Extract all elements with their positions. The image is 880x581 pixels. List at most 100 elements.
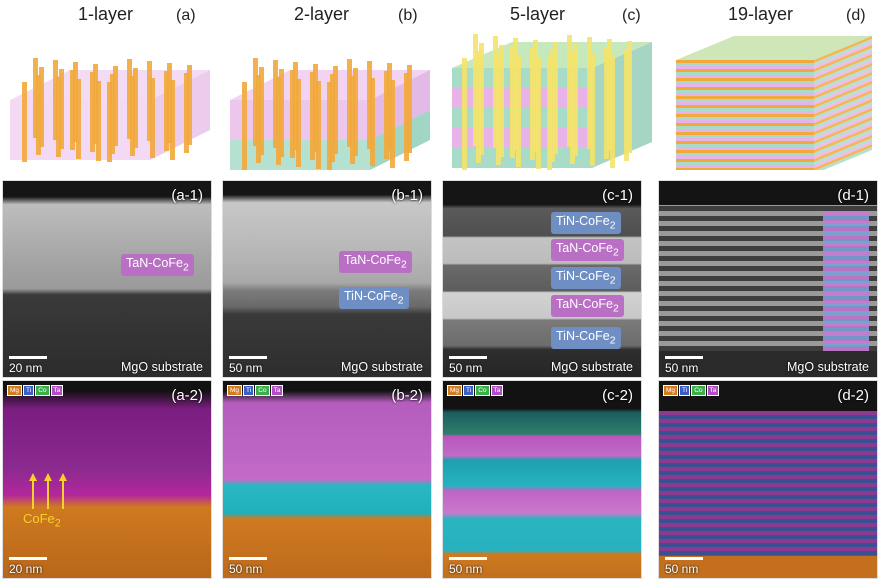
legend-mg: Mg (447, 385, 463, 396)
layer-stripe-side (814, 135, 872, 162)
diagram-1-layer (10, 58, 210, 162)
pillar (533, 40, 538, 152)
layer-stripe (676, 138, 814, 141)
pillar (499, 45, 504, 157)
layer-stripe (676, 144, 814, 147)
pillar (127, 59, 132, 139)
pillar (33, 58, 38, 138)
pillar (253, 58, 258, 146)
layer-stripe-side (814, 99, 872, 126)
layer-stripe (676, 108, 814, 111)
pillar (133, 68, 138, 148)
pillar (516, 55, 521, 167)
pillar (259, 67, 264, 155)
layer-stripe-side (814, 129, 872, 156)
tem-label-c1: (c-1) (602, 187, 633, 204)
layer-stripe-side (814, 108, 872, 135)
layer-stripe-side (814, 102, 872, 129)
tem-panel-b1: (b-1) TaN-CoFe2 TiN-CoFe2 50 nm MgO subs… (222, 180, 432, 378)
scale-text-c1: 50 nm (449, 361, 483, 375)
legend-ta: Ta (50, 385, 64, 396)
tag-b1-tin: TiN-CoFe2 (339, 287, 409, 309)
element-legend-a2: Mg Ti Co Ta (7, 385, 64, 396)
eds-label-b2: (b-2) (391, 387, 423, 404)
layer-stripe (676, 96, 814, 99)
tag-c1-4: TaN-CoFe2 (551, 295, 624, 317)
eds-multilayer-stripes (659, 411, 877, 556)
scale-bar (229, 557, 267, 560)
scale-bar (449, 356, 487, 359)
schematic-diagrams (10, 34, 872, 170)
pillar (567, 35, 572, 147)
layer-stripe (676, 105, 814, 108)
pillar (76, 79, 81, 159)
pillar (547, 58, 552, 170)
element-legend-b2: Mg Ti Co Ta (227, 385, 284, 396)
pillar (627, 41, 632, 153)
layer-stripe-side (814, 69, 872, 96)
pillar (479, 43, 484, 155)
pillar (350, 76, 355, 164)
scale-bar (9, 557, 47, 560)
layer-stripe-side (814, 63, 872, 90)
pillar (330, 74, 335, 162)
tag-c1-3: TiN-CoFe2 (551, 267, 621, 289)
layer-stripe-side (814, 66, 872, 93)
scale-text-d1: 50 nm (665, 361, 699, 375)
scale-bar (9, 356, 47, 359)
pillar (327, 82, 332, 170)
layer-stripe (676, 132, 814, 135)
tag-c1-1: TiN-CoFe2 (551, 212, 621, 234)
pillar (36, 75, 41, 155)
eds-panel-c2: Mg Ti Co Ta (c-2) 50 nm (442, 380, 642, 579)
layer-stripe (676, 162, 814, 165)
substrate-d1: MgO substrate (787, 360, 869, 374)
tem-label-b1: (b-1) (391, 187, 423, 204)
layer-stripe-side (814, 120, 872, 147)
pillar (150, 78, 155, 158)
layer-stripe (676, 72, 814, 75)
layer-stripe-side (814, 81, 872, 108)
layer-stripe (676, 135, 814, 138)
layer-stripe-side (814, 117, 872, 144)
layer-stripe-side (814, 39, 872, 66)
layer-stripe-side (814, 75, 872, 102)
tem-label-d1: (d-1) (837, 187, 869, 204)
pillar (610, 56, 615, 168)
layer-stripe-side (814, 123, 872, 150)
legend-ti: Ti (679, 385, 691, 396)
pillar (553, 42, 558, 154)
substrate-b1: MgO substrate (341, 360, 423, 374)
pillar (293, 62, 298, 150)
pillar (110, 74, 115, 154)
layer-stripe (676, 78, 814, 81)
pillar (56, 77, 61, 157)
layer-stripe (676, 159, 814, 162)
pillar (462, 58, 467, 170)
pillar (387, 63, 392, 151)
pillar (279, 69, 284, 157)
layer-stripe (676, 60, 814, 63)
pillar (167, 63, 172, 143)
layer-stripe (676, 150, 814, 153)
scale-bar (665, 356, 703, 359)
layer-stripe (676, 99, 814, 102)
legend-co: Co (475, 385, 490, 396)
arrows-icon (29, 473, 67, 509)
layer-stripe-side (814, 54, 872, 81)
pillar (147, 61, 152, 141)
scale-text-a1: 20 nm (9, 361, 43, 375)
pillar (70, 70, 75, 150)
pillar (93, 64, 98, 144)
column-title-4: 19-layer (728, 4, 794, 24)
column-title-3: 5-layer (510, 4, 566, 24)
tag-c1-5: TiN-CoFe2 (551, 327, 621, 349)
layer-stripe (676, 168, 814, 170)
pillar (184, 73, 189, 153)
layer-stripe (676, 93, 814, 96)
pillar (107, 82, 112, 162)
pillar (170, 80, 175, 160)
substrate-c1: MgO substrate (551, 360, 633, 374)
layer-stripe-side (814, 138, 872, 165)
pillar (476, 51, 481, 163)
